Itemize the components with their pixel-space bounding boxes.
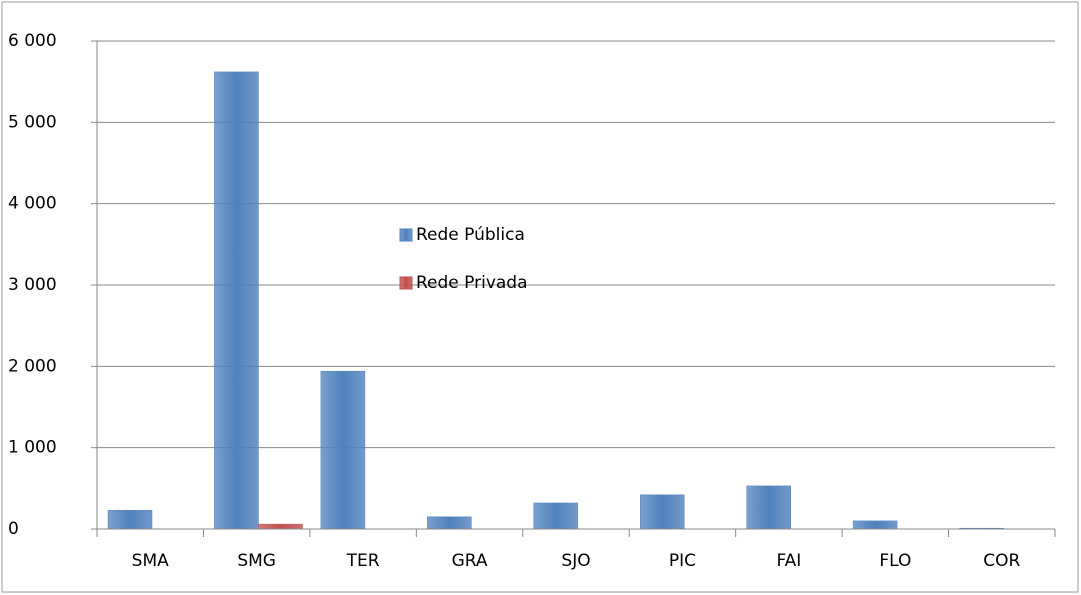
bar <box>427 516 472 530</box>
y-tick-label: 5 000 <box>8 112 57 132</box>
bar <box>258 523 303 530</box>
legend-swatch <box>399 276 413 290</box>
legend-label: Rede Pública <box>416 225 525 245</box>
x-tick-label: GRA <box>452 551 488 571</box>
y-tick-label: 6 000 <box>8 31 57 51</box>
bar <box>746 485 791 530</box>
x-tick-label: PIC <box>669 551 696 571</box>
x-tick-label: SMG <box>237 551 276 571</box>
bar <box>107 510 153 530</box>
y-tick-label: 2 000 <box>8 356 57 376</box>
legend-swatch <box>399 228 413 242</box>
x-tick-label: TER <box>346 551 380 571</box>
x-tick-label: FAI <box>776 551 801 571</box>
y-tick-label: 3 000 <box>8 275 57 295</box>
x-tick-label: FLO <box>879 551 911 571</box>
y-tick-label: 4 000 <box>8 194 57 214</box>
bar <box>533 502 579 530</box>
x-tick-label: SMA <box>132 551 169 571</box>
y-tick-label: 0 <box>8 519 19 539</box>
y-tick-label: 1 000 <box>8 438 57 458</box>
legend-label: Rede Privada <box>416 273 528 293</box>
bar <box>639 494 685 530</box>
bar <box>320 370 366 530</box>
x-tick-label: SJO <box>561 551 590 571</box>
bar <box>214 71 259 530</box>
bar <box>852 520 898 530</box>
x-tick-label: COR <box>983 551 1020 571</box>
